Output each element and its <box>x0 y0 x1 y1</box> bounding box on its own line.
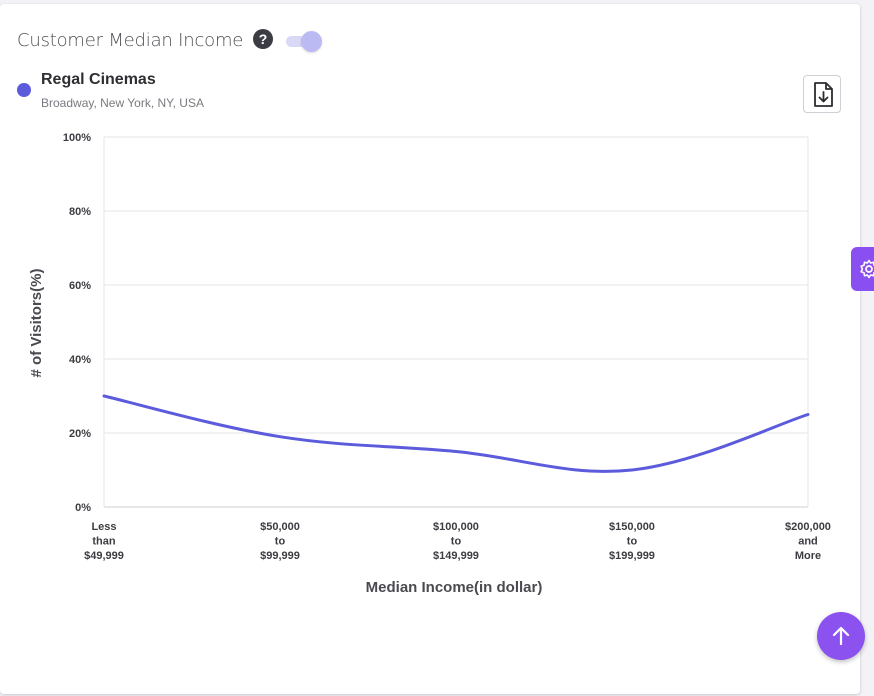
x-axis-title: Median Income(in dollar) <box>366 579 543 596</box>
y-tick-label: 40% <box>69 354 91 366</box>
chart-grid <box>103 136 809 508</box>
median-income-card <box>0 4 860 694</box>
x-tick-label: $200,000 and More <box>785 521 831 562</box>
file-download-icon <box>814 82 833 107</box>
x-axis-ticks: Less than $49,999 $50,000 to $99,999 $100,000 t… <box>84 521 831 562</box>
x-tick-label: $50,000 to $99,999 <box>260 521 300 562</box>
legend-place-address: Broadway, New York, NY, USA <box>41 96 204 110</box>
chart-toggle[interactable] <box>286 30 322 52</box>
scroll-to-top-button[interactable] <box>817 612 865 660</box>
chart-series <box>102 394 810 473</box>
toggle-knob <box>301 31 322 52</box>
gear-icon <box>860 259 874 279</box>
y-tick-label: 0% <box>75 502 91 514</box>
y-axis-ticks: 0% 20% 40% 60% 80% 100% <box>63 132 91 514</box>
download-button[interactable] <box>803 75 841 113</box>
card-title: Customer Median Income <box>17 30 244 51</box>
series-line <box>102 394 810 473</box>
legend-place-name: Regal Cinemas <box>41 71 156 88</box>
y-axis-title: # of Visitors(%) <box>28 269 45 378</box>
arrow-up-icon <box>832 626 850 646</box>
y-tick-label: 60% <box>69 280 91 292</box>
y-tick-label: 80% <box>69 206 91 218</box>
settings-side-tab[interactable] <box>851 247 874 291</box>
x-tick-label: Less than $49,999 <box>84 521 124 562</box>
x-tick-label: $150,000 to $199,999 <box>609 521 655 562</box>
question-circle-icon[interactable]: ? <box>253 29 273 49</box>
x-tick-label: $100,000 to $149,999 <box>433 521 479 562</box>
y-tick-label: 100% <box>63 132 91 144</box>
y-tick-label: 20% <box>69 428 91 440</box>
legend-color-dot <box>17 83 31 97</box>
